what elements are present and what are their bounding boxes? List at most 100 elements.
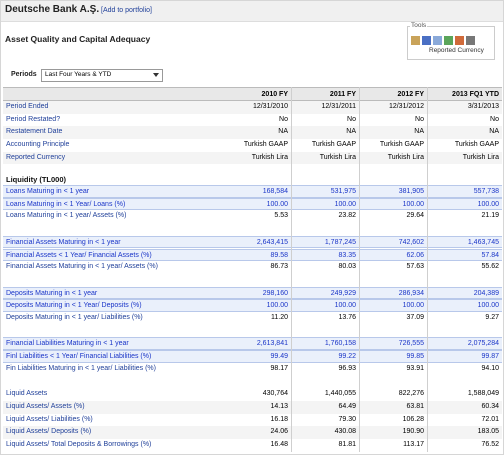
row-value: 99.22: [338, 353, 356, 361]
periods-select[interactable]: Last Four Years & YTD: [41, 69, 163, 82]
row-value: 55.62: [481, 263, 499, 271]
row-value: 9.27: [485, 314, 499, 321]
row-label: Liquid Assets/ Deposits (%): [6, 428, 92, 436]
row-value: 86.73: [270, 263, 288, 271]
row-value: 298,160: [262, 289, 288, 297]
row-value: No: [347, 115, 356, 123]
tool-icon[interactable]: [455, 36, 464, 45]
table-row: Financial Assets < 1 Year/ Financial Ass…: [3, 248, 502, 262]
row-label: Reported Currency: [6, 153, 66, 161]
dropdown-arrow: [153, 73, 159, 77]
table-row: Reported Currency Turkish Lira Turkish Lir…: [3, 151, 502, 165]
row-value: 96.93: [338, 364, 356, 372]
row-value: 89.58: [270, 251, 288, 259]
table-row: Liquid Assets/ Total Deposits & Borrowin…: [3, 439, 502, 452]
table-row: Period Restated? No No No No: [3, 114, 502, 127]
row-value: 60.34: [481, 402, 499, 410]
row-value: 5.53: [274, 212, 288, 220]
row-value: No: [279, 115, 288, 123]
row-value: 249,929: [330, 289, 356, 297]
row-value: 100.00: [402, 302, 424, 310]
row-value: 64.49: [338, 402, 356, 410]
table-row: Accounting Principle Turkish GAAP Turkish …: [3, 139, 502, 152]
tool-icon[interactable]: [444, 36, 453, 45]
row-value: Turkish GAAP: [311, 141, 356, 149]
row-label: Loans Maturing in < 1 year: [6, 188, 90, 195]
row-label: Loans Maturing in < 1 Year/ Loans (%): [6, 200, 126, 208]
row-value: 12/31/2012: [388, 103, 424, 110]
row-value: 3/31/2013: [467, 103, 499, 110]
row-value: 1,588,049: [467, 390, 499, 398]
row-value: 822,276: [398, 390, 424, 398]
row-label: Restatement Date: [6, 128, 63, 136]
row-value: Turkish Lira: [387, 153, 424, 161]
column-header: 2012 FY: [397, 90, 424, 98]
row-value: 12/31/2011: [321, 103, 356, 110]
row-value: 2,613,841: [256, 340, 288, 348]
row-value: No: [490, 115, 499, 123]
add-to-portfolio[interactable]: [Add to portfolio]: [101, 7, 152, 14]
table-row: Financial Assets Maturing in < 1 year 2,6…: [3, 235, 502, 249]
row-value: 2,075,284: [467, 340, 499, 348]
row-value: No: [415, 115, 424, 123]
table-row: Liquid Assets/ Deposits (%) 24.06 430.08 19…: [3, 426, 502, 439]
table-row: Liquid Assets 430,764 1,440,055 822,276 1,58…: [3, 388, 502, 401]
section-title: Liquidity (TL000): [6, 174, 66, 184]
row-value: 100.00: [334, 302, 356, 310]
row-value: Turkish Lira: [319, 153, 356, 161]
row-value: 531,975: [330, 188, 356, 195]
row-value: 1,463,745: [467, 238, 499, 246]
top-bar: [1, 1, 503, 22]
row-label: Liquid Assets: [6, 390, 48, 398]
row-value: 1,787,245: [324, 238, 356, 246]
row-value: 13.76: [338, 314, 356, 321]
row-value: 93.91: [406, 364, 424, 372]
row-value: 16.48: [270, 441, 288, 448]
tool-icon[interactable]: [433, 36, 442, 45]
row-label: Fin Liabilities Maturing in < 1 year/ Li…: [6, 364, 156, 372]
row-label: Loans Maturing in < 1 year/ Assets (%): [6, 212, 127, 220]
row-value: Turkish GAAP: [243, 141, 288, 149]
row-value: 23.82: [338, 212, 356, 220]
row-value: 62.06: [406, 251, 424, 259]
table-row: Deposits Maturing in < 1 year 298,160 249,…: [3, 286, 502, 300]
row-value: 11.20: [271, 314, 288, 321]
row-value: 381,905: [398, 188, 424, 195]
table-row: Deposits Maturing in < 1 Year/ Deposits …: [3, 299, 502, 312]
column-header: 2011 FY: [329, 90, 356, 98]
tool-icon[interactable]: [411, 36, 420, 45]
periods-value: Last Four Years & YTD: [45, 71, 112, 78]
row-value: 83.35: [338, 251, 356, 259]
row-label: Period Ended: [6, 103, 49, 110]
table-row: Loans Maturing in < 1 Year/ Loans (%) 100…: [3, 197, 502, 211]
row-value: 24.06: [270, 428, 288, 436]
row-value: 21.19: [481, 212, 499, 220]
row-value: NA: [278, 128, 288, 136]
row-value: 29.64: [406, 212, 424, 220]
row-value: 726,555: [398, 340, 424, 348]
row-label: Accounting Principle: [6, 141, 70, 149]
row-value: Turkish Lira: [251, 153, 288, 161]
row-value: 1,760,158: [324, 340, 356, 348]
tool-icon[interactable]: [422, 36, 431, 45]
row-value: NA: [414, 128, 424, 136]
tool-icon[interactable]: [466, 36, 475, 45]
row-value: 63.81: [406, 402, 424, 410]
row-value: 2,643,415: [256, 238, 288, 246]
row-value: 98.17: [270, 364, 288, 372]
row-value: 430.08: [334, 428, 356, 436]
row-value: 81.81: [338, 441, 356, 448]
row-value: 100.00: [402, 200, 424, 208]
column-divider: [427, 87, 428, 452]
row-value: 100.00: [266, 200, 288, 208]
row-value: 99.85: [406, 353, 424, 361]
tools-label: Tools: [410, 22, 428, 29]
company-name: Deutsche Bank A.Ş.: [5, 4, 100, 15]
row-value: 57.84: [481, 251, 499, 259]
row-value: 99.49: [270, 353, 288, 361]
table-row: Financial Assets Maturing in < 1 year/ A…: [3, 261, 502, 274]
tools-currency[interactable]: Reported Currency: [429, 47, 484, 54]
column-header: 2010 FY: [261, 90, 288, 98]
row-value: 14.13: [270, 402, 288, 410]
